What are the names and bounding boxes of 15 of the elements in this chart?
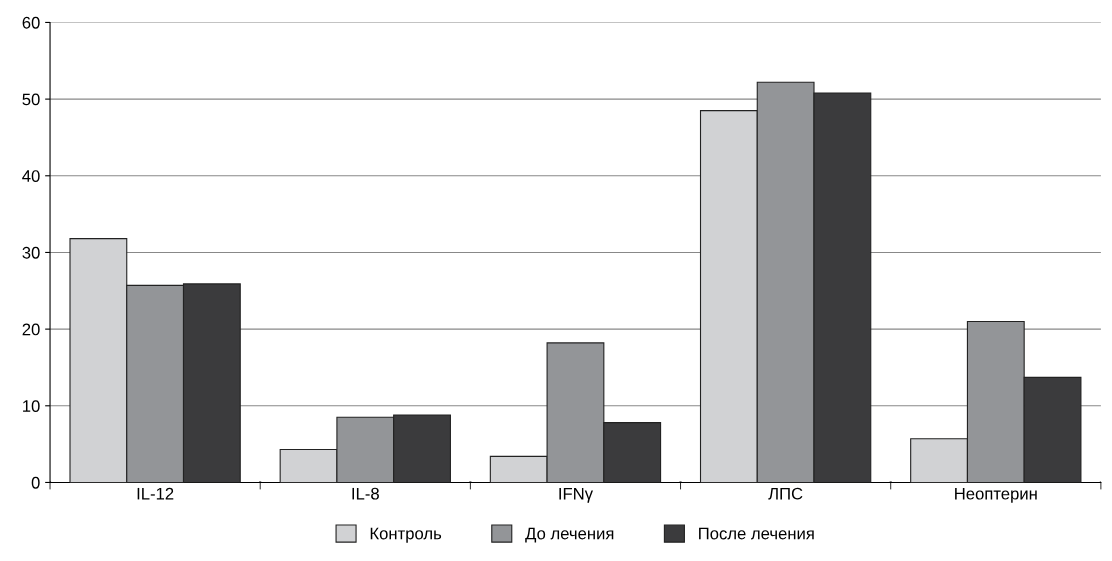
y-tick-label: 10 — [23, 400, 40, 412]
y-tick-label: 0 — [31, 476, 40, 489]
x-tick-label: ЛПС — [768, 487, 803, 500]
y-tick-label: 40 — [22, 170, 40, 182]
x-tick-label: Неоптерин — [955, 487, 1037, 503]
legend-label: Контроль — [370, 527, 442, 543]
y-tick-label: 30 — [22, 246, 40, 259]
legend-label: До лечения — [525, 527, 614, 543]
legend-label: После лечения — [699, 527, 814, 540]
x-tick-label: IL-8 — [352, 487, 379, 500]
x-tick-label: IL-12 — [137, 487, 174, 500]
y-tick-label: 50 — [22, 93, 40, 106]
x-tick-label: IFNγ — [559, 487, 593, 503]
y-tick-label: 20 — [22, 323, 40, 336]
y-tick-label: 60 — [22, 16, 40, 29]
